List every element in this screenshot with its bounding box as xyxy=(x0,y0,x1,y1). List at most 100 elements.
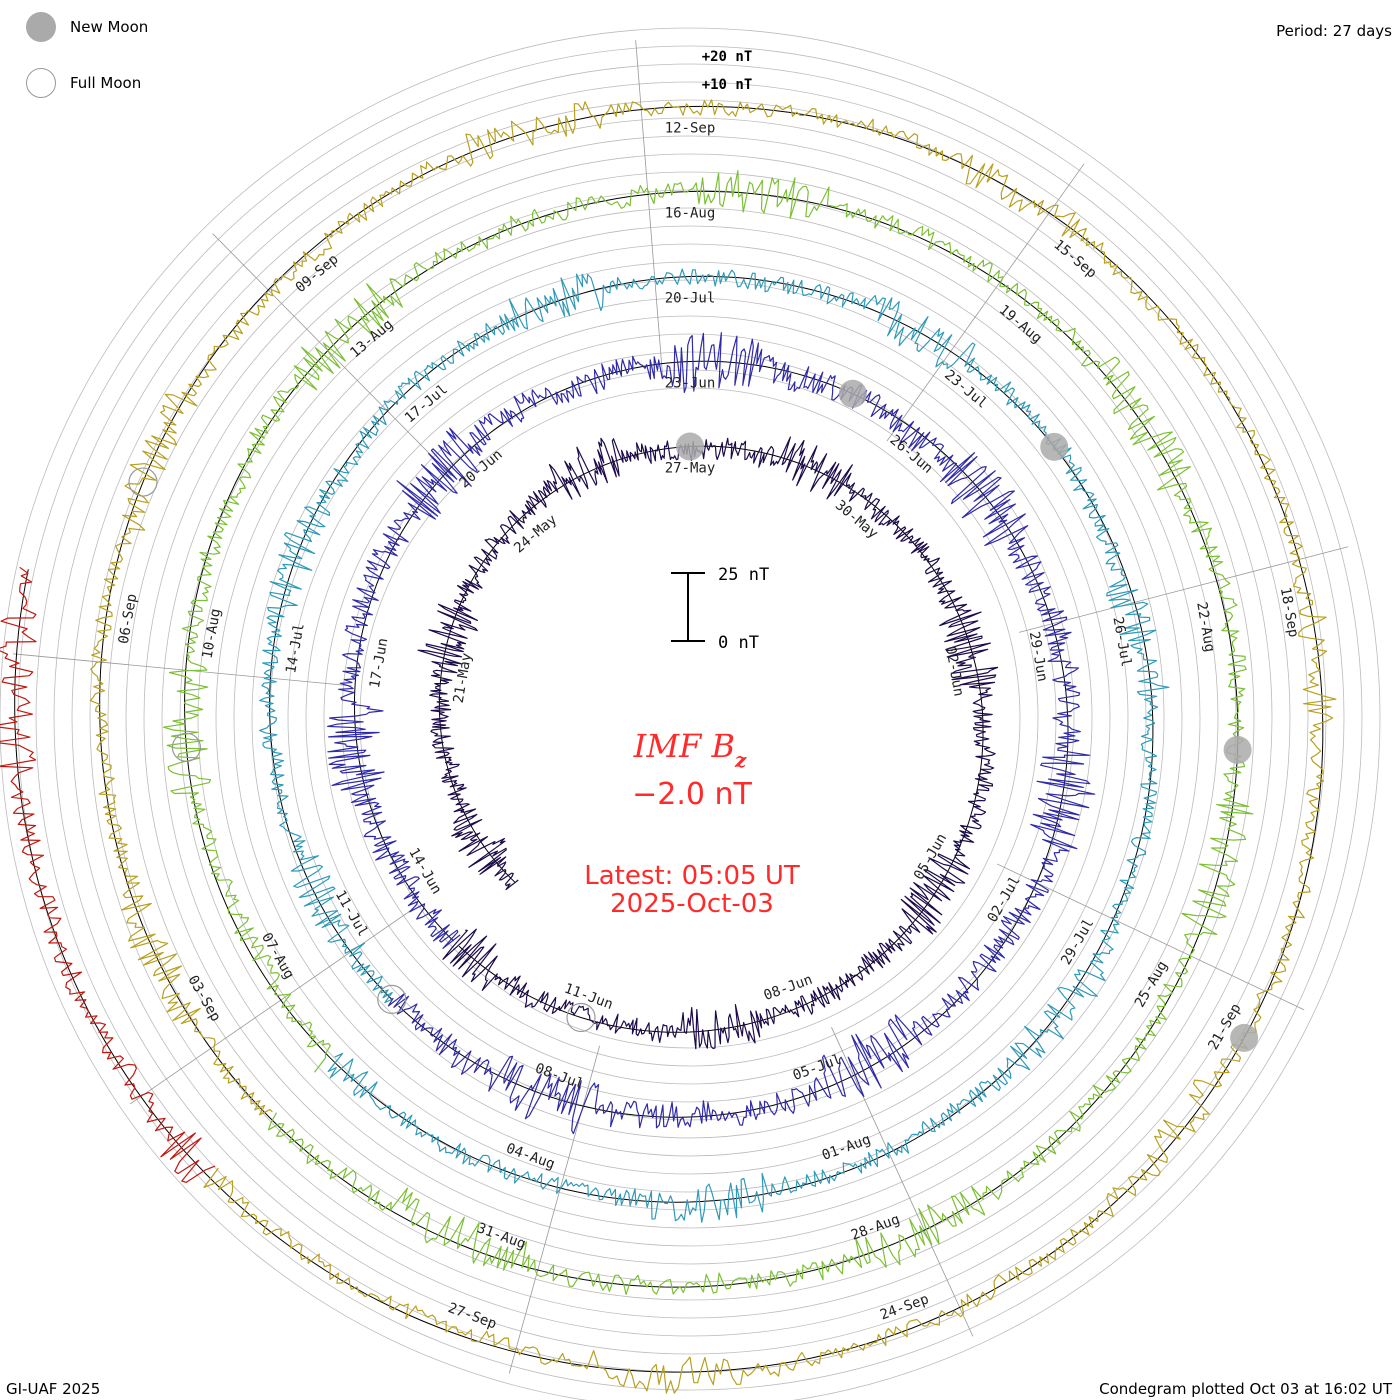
grid-ring xyxy=(233,261,1147,1175)
radial-spoke xyxy=(212,233,452,477)
date-label: 21-May xyxy=(451,652,476,705)
series-line-3 xyxy=(259,268,1170,1223)
series-line-2 xyxy=(327,332,1096,1135)
moon-markers xyxy=(128,379,1259,1052)
date-label: 08-Jun xyxy=(762,972,815,1004)
full-moon-marker xyxy=(377,984,407,1014)
date-label: 17-Jun xyxy=(367,637,392,690)
date-label: 12-Sep xyxy=(665,121,716,137)
grid-ring xyxy=(35,63,1345,1373)
date-label: 30-May xyxy=(832,497,881,542)
grid-layer xyxy=(0,27,1381,1400)
date-label: 23-Jun xyxy=(665,376,716,392)
grid-ring xyxy=(179,207,1201,1229)
date-label: 24-Sep xyxy=(878,1291,931,1323)
full-moon-marker xyxy=(128,467,158,497)
grid-ring xyxy=(143,171,1237,1265)
grid-ring xyxy=(287,315,1093,1121)
scale-bar-top-label: 25 nT xyxy=(718,565,769,585)
series-line-1 xyxy=(417,436,999,1050)
new-moon-marker xyxy=(1040,432,1069,461)
radial-spoke xyxy=(886,163,1085,442)
legend-full-moon: Full Moon xyxy=(26,68,141,98)
grid-ring xyxy=(0,27,1381,1400)
series-baseline-5 xyxy=(99,105,1324,1373)
date-label: 26-Jul xyxy=(1109,616,1134,669)
current-value: −2.0 nT xyxy=(632,777,752,812)
grid-ring xyxy=(89,117,1291,1319)
scale-bar: 25 nT 0 nT xyxy=(671,565,769,653)
latest-date: 2025-Oct-03 xyxy=(610,889,774,919)
date-label: 19-Aug xyxy=(996,302,1045,347)
date-label: 14-Jul xyxy=(283,622,308,675)
date-label: 14-Jun xyxy=(405,845,444,897)
grid-ring xyxy=(269,297,1111,1139)
date-label: 20-Jul xyxy=(665,291,716,307)
ring-scale-label-10: +10 nT xyxy=(702,77,753,93)
series-line-5 xyxy=(89,99,1337,1394)
spokes-layer xyxy=(12,40,1349,1374)
series-baseline-6 xyxy=(14,569,207,1175)
ring-scale-label-20: +20 nT xyxy=(702,49,753,65)
chart-title: IMF Bz xyxy=(633,727,747,772)
date-label: 22-Aug xyxy=(1193,601,1218,654)
grid-ring xyxy=(161,189,1219,1247)
grid-ring xyxy=(53,81,1327,1355)
scale-bar-bottom-label: 0 nT xyxy=(718,633,759,653)
new-moon-marker xyxy=(838,379,867,408)
grid-ring xyxy=(215,243,1165,1193)
date-label: 28-Aug xyxy=(849,1211,902,1243)
full-moon-marker xyxy=(171,732,202,762)
new-moon-marker xyxy=(1230,1023,1259,1052)
grid-ring xyxy=(71,99,1309,1337)
date-label: 15-Sep xyxy=(1050,237,1099,282)
grid-ring xyxy=(251,279,1129,1157)
full-moon-icon xyxy=(26,68,56,98)
chart-title-main: IMF B xyxy=(633,727,735,765)
grid-ring xyxy=(197,225,1183,1211)
grid-ring xyxy=(17,45,1363,1391)
date-label: 17-Jul xyxy=(402,382,451,427)
date-label: 16-Aug xyxy=(665,206,716,222)
radial-spoke xyxy=(508,1045,601,1374)
legend-new-moon-label: New Moon xyxy=(70,18,149,36)
footer-plot-time: Condegram plotted Oct 03 at 16:02 UT xyxy=(1099,1380,1392,1398)
new-moon-marker xyxy=(1223,735,1252,764)
series-layer xyxy=(0,99,1337,1394)
ring-scale-labels: +20 nT +10 nT xyxy=(702,49,753,93)
radial-spoke xyxy=(12,653,352,687)
date-label: 29-Jun xyxy=(1026,630,1051,683)
full-moon-marker xyxy=(566,1002,596,1033)
date-label: 02-Jun xyxy=(942,645,967,698)
series-line-6 xyxy=(0,566,216,1183)
center-readout: IMF Bz −2.0 nT Latest: 05:05 UT 2025-Oct… xyxy=(584,727,800,919)
series-baseline-4 xyxy=(184,190,1239,1288)
date-label: 06-Sep xyxy=(116,593,141,646)
footer-credit: GI-UAF 2025 xyxy=(6,1380,101,1398)
date-label: 23-Jul xyxy=(941,367,990,412)
new-moon-marker xyxy=(676,432,704,461)
legend-new-moon: New Moon xyxy=(26,12,148,42)
date-label: 08-Jul xyxy=(533,1061,586,1093)
new-moon-icon xyxy=(26,12,56,42)
radial-spoke xyxy=(996,863,1305,1011)
radial-spoke xyxy=(635,40,664,380)
grid-ring xyxy=(305,333,1075,1103)
latest-time: Latest: 05:05 UT xyxy=(584,861,800,891)
radial-spoke xyxy=(831,1027,974,1337)
date-label: 26-Jun xyxy=(887,432,936,477)
date-label: 27-May xyxy=(665,461,716,477)
date-label: 13-Aug xyxy=(347,316,396,361)
series-baseline-3 xyxy=(269,275,1154,1203)
date-label: 29-Jul xyxy=(1058,916,1097,968)
grid-ring xyxy=(107,135,1273,1301)
radial-spoke xyxy=(1018,546,1349,633)
series-line-4 xyxy=(162,170,1254,1295)
period-label: Period: 27 days xyxy=(1276,22,1392,40)
grid-ring xyxy=(359,387,1021,1049)
chart-title-sub: z xyxy=(734,748,747,772)
legend-full-moon-label: Full Moon xyxy=(70,74,142,92)
grid-ring xyxy=(341,369,1039,1067)
date-label: 11-Jul xyxy=(332,888,371,940)
